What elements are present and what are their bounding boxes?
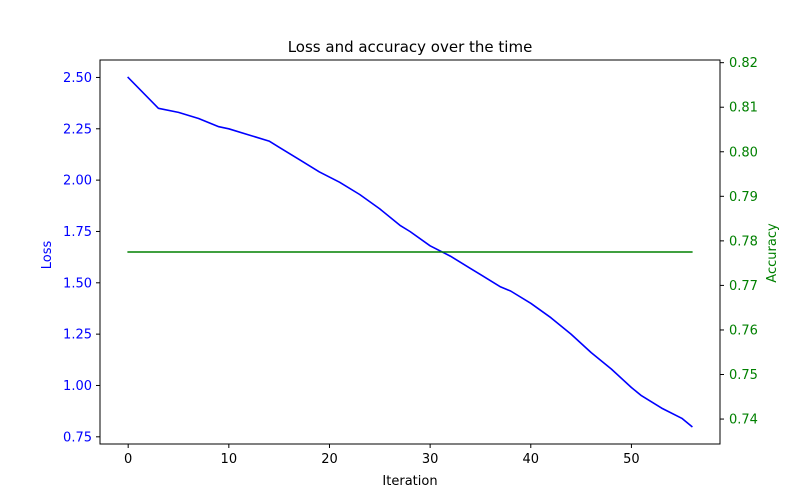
chart-title: Loss and accuracy over the time [288,38,533,56]
y-right-tick-label: 0.78 [729,234,758,249]
y-right-tick-label: 0.81 [729,101,758,116]
x-tick-label: 20 [321,452,338,467]
y-axis-right: 0.74 0.75 0.76 0.77 0.78 0.79 0.80 0.81 0.82 [720,56,758,428]
series-line-loss [127,76,693,428]
y-right-tick-label: 0.79 [729,190,758,205]
y-right-tick-label: 0.76 [729,323,758,338]
y-left-tick-label: 1.00 [63,379,92,394]
y-right-tick-label: 0.80 [729,145,758,160]
y-left-tick-label: 0.75 [63,430,92,445]
y-left-tick-label: 2.25 [63,122,92,137]
x-axis-label: Iteration [382,474,437,489]
plot-frame [99,59,721,445]
y-right-tick-label: 0.74 [729,413,758,428]
y-axis-left: 0.75 1.00 1.25 1.50 1.75 2.00 2.25 2.50 [63,71,100,445]
y-left-tick-label: 2.50 [63,71,92,86]
y-right-tick-label: 0.82 [729,56,758,71]
plot-spines [99,59,721,445]
y-left-tick-label: 2.00 [63,174,92,189]
y-left-tick-label: 1.75 [63,225,92,240]
x-tick-label: 30 [422,452,439,467]
x-tick-label: 0 [124,452,132,467]
x-tick-label: 10 [221,452,238,467]
y-axis-right-label: Accuracy [765,223,780,283]
y-right-tick-label: 0.77 [729,279,758,294]
x-tick-label: 50 [623,452,640,467]
y-left-tick-label: 1.25 [63,328,92,343]
y-left-tick-label: 1.50 [63,276,92,291]
y-right-tick-label: 0.75 [729,368,758,383]
x-tick-label: 40 [523,452,540,467]
plot-lines [127,76,693,428]
x-axis: 0 10 20 30 40 50 [124,444,640,467]
y-axis-left-label: Loss [40,241,55,270]
